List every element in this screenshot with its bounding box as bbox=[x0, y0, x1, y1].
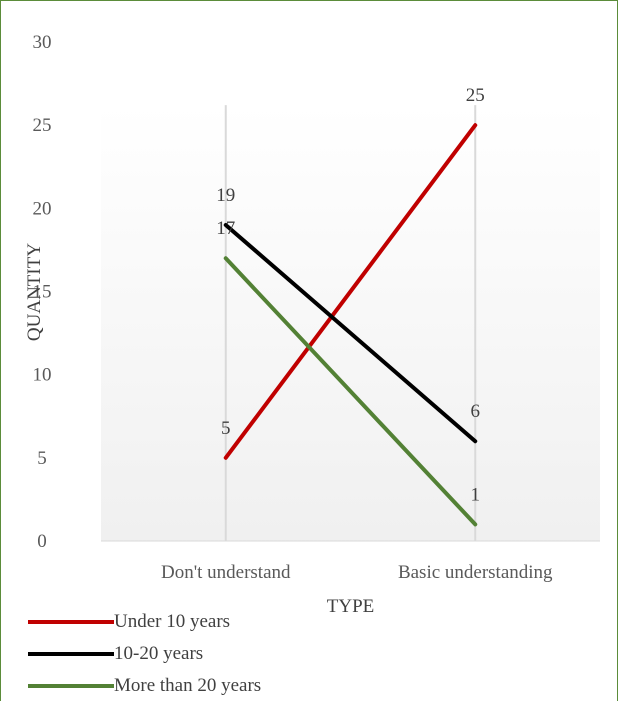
legend-item-over-20[interactable]: More than 20 years bbox=[28, 670, 261, 702]
data-label: 1 bbox=[471, 484, 481, 505]
x-axis-title: TYPE bbox=[327, 596, 375, 617]
x-tick-label: Basic understanding bbox=[398, 562, 553, 583]
data-label: 17 bbox=[216, 218, 235, 239]
x-tick-label: Don't understand bbox=[161, 562, 291, 583]
legend: Under 10 years 10-20 years More than 20 … bbox=[28, 606, 261, 702]
legend-item-under-10[interactable]: Under 10 years bbox=[28, 606, 261, 638]
y-tick-label: 10 bbox=[33, 365, 52, 386]
y-axis-title: QUANTITY bbox=[24, 243, 45, 341]
y-tick-label: 15 bbox=[33, 282, 52, 303]
data-label: 5 bbox=[221, 418, 231, 439]
plot-area bbox=[101, 105, 600, 542]
y-tick-label: 5 bbox=[37, 448, 47, 469]
y-tick-label: 25 bbox=[33, 115, 52, 136]
y-tick-label: 0 bbox=[37, 531, 47, 552]
series-line bbox=[223, 222, 478, 444]
data-label: 6 bbox=[471, 401, 481, 422]
legend-swatch bbox=[28, 652, 114, 656]
legend-swatch bbox=[28, 684, 114, 688]
data-label: 25 bbox=[466, 85, 485, 106]
series-line bbox=[223, 256, 478, 527]
legend-label: More than 20 years bbox=[114, 675, 262, 696]
y-tick-label: 20 bbox=[33, 198, 52, 219]
series-line bbox=[223, 123, 478, 460]
legend-item-10-20[interactable]: 10-20 years bbox=[28, 638, 261, 670]
data-label: 19 bbox=[216, 185, 235, 206]
legend-label: 10-20 years bbox=[114, 643, 204, 664]
legend-label: Under 10 years bbox=[114, 611, 231, 632]
legend-swatch bbox=[28, 620, 114, 624]
y-tick-label: 30 bbox=[33, 32, 52, 53]
